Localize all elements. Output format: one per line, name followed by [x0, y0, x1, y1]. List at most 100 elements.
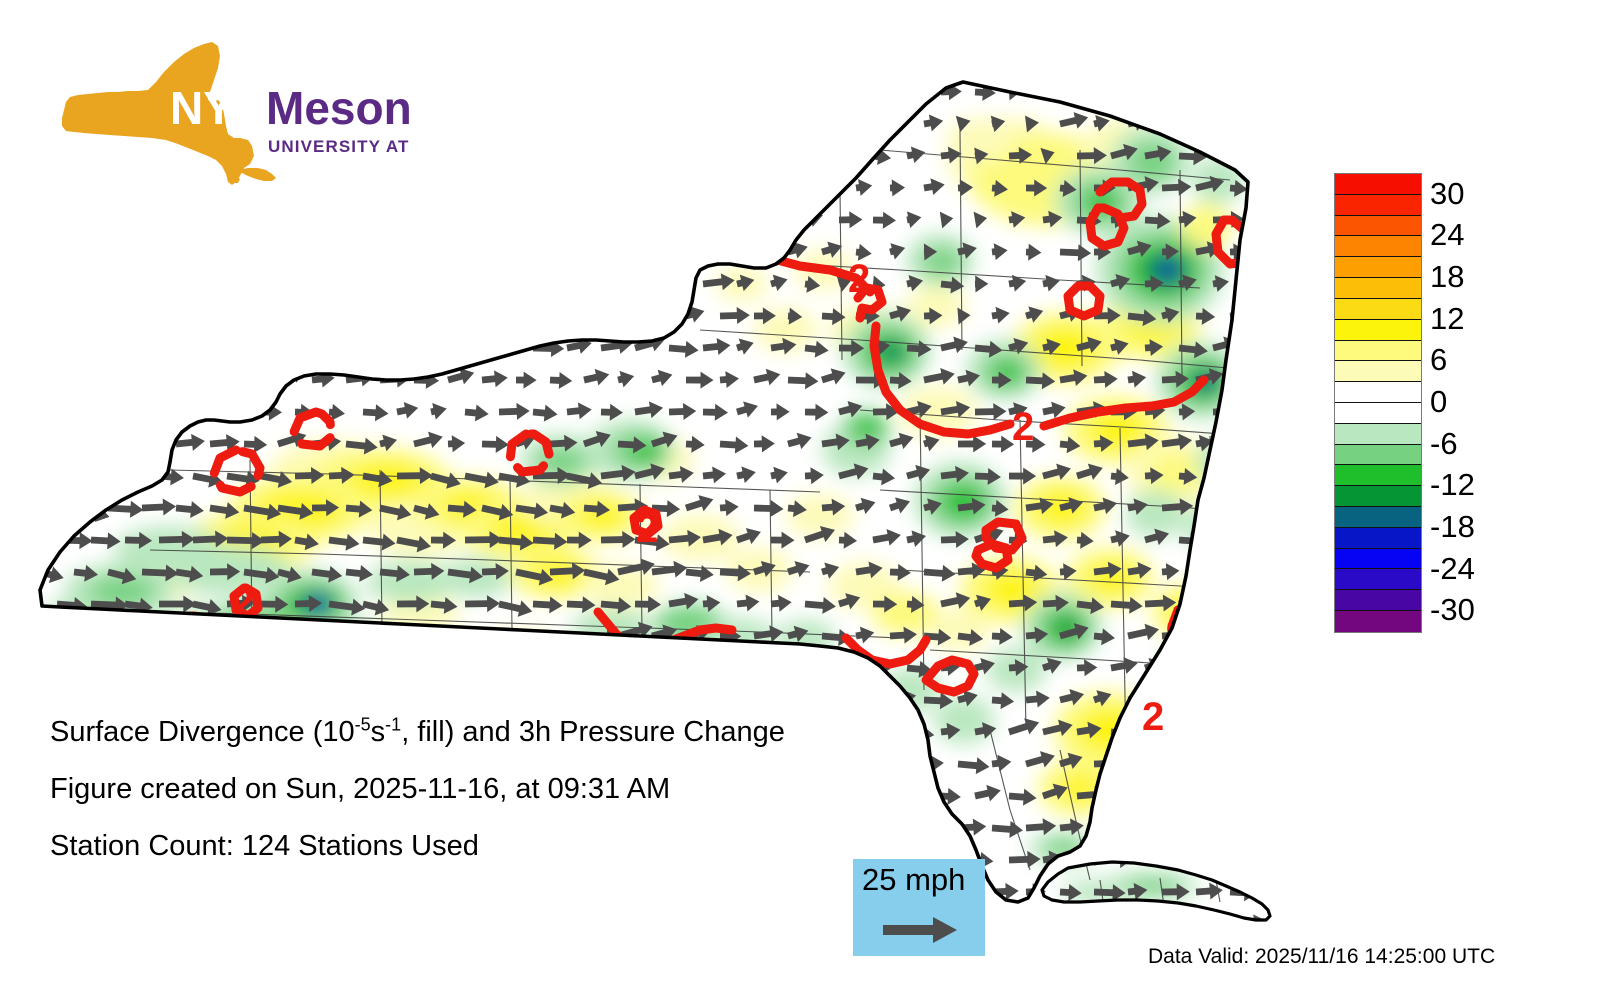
wind-arrow-icon	[191, 400, 215, 418]
wind-arrow-icon	[430, 662, 463, 680]
wind-arrow-icon	[260, 916, 293, 920]
wind-arrow-icon	[583, 368, 610, 386]
colorbar-tick: 30	[1430, 175, 1465, 211]
wind-arrow-icon	[141, 627, 172, 645]
wind-arrow-icon	[379, 112, 405, 130]
wind-arrow-icon	[600, 913, 631, 920]
wind-arrow-icon	[957, 497, 986, 515]
wind-arrow-icon	[243, 243, 261, 261]
wind-arrow-icon	[736, 211, 754, 229]
wind-arrow-icon	[1212, 467, 1231, 485]
wind-arrow-icon	[40, 180, 68, 198]
wind-arrow-icon	[243, 372, 266, 390]
wind-arrow-icon	[1093, 370, 1118, 388]
wind-arrow-icon	[379, 305, 401, 322]
wind-arrow-icon	[1280, 212, 1300, 230]
wind-arrow-icon	[430, 915, 451, 920]
wind-arrow-icon	[684, 495, 714, 512]
wind-arrow-icon	[1178, 274, 1197, 291]
caption-title-line: Surface Divergence (10-5s-1, fill) and 3…	[50, 715, 950, 748]
wind-arrow-icon	[685, 116, 705, 134]
wind-arrow-icon	[1161, 819, 1183, 837]
wind-arrow-icon	[277, 174, 308, 192]
wind-arrow-icon	[1059, 112, 1089, 129]
wind-arrow-icon	[1042, 401, 1066, 419]
wind-arrow-icon	[1263, 498, 1270, 516]
colorbar-band	[1335, 486, 1421, 507]
wind-arrow-icon	[1195, 691, 1215, 709]
caption-title-suffix: , fill) and 3h Pressure Change	[401, 716, 785, 748]
wind-arrow-icon	[1178, 82, 1201, 99]
wind-arrow-icon	[498, 212, 521, 230]
wind-arrow-icon	[838, 211, 863, 229]
wind-arrow-icon	[786, 561, 810, 578]
wind-arrow-icon	[855, 179, 873, 196]
wind-arrow-icon	[923, 434, 940, 452]
colorbar-band	[1335, 194, 1421, 216]
wind-arrow-icon	[1110, 82, 1140, 98]
colorbar-band	[1335, 423, 1421, 445]
wind-arrow-icon	[158, 468, 184, 486]
wind-arrow-icon	[1144, 145, 1172, 162]
wind-arrow-icon	[889, 626, 918, 644]
wind-arrow-icon	[1110, 273, 1131, 291]
wind-arrow-icon	[192, 530, 229, 548]
wind-arrow-icon	[821, 241, 843, 258]
wind-arrow-icon	[90, 915, 118, 920]
wind-arrow-icon	[889, 432, 914, 450]
wind-arrow-icon	[464, 595, 501, 613]
wind-arrow-icon	[923, 498, 942, 515]
wind-arrow-icon	[974, 657, 995, 675]
wind-arrow-icon	[940, 146, 962, 164]
wind-arrow-icon	[532, 145, 560, 162]
wind-arrow-icon	[226, 532, 265, 550]
wind-arrow-icon	[566, 914, 597, 920]
wind-arrow-icon	[532, 913, 565, 920]
wind-arrow-icon	[55, 401, 76, 419]
wind-arrow-icon	[1127, 623, 1160, 641]
wind-arrow-icon	[634, 595, 662, 613]
wind-arrow-icon	[1161, 370, 1189, 388]
wind-arrow-icon	[957, 369, 981, 387]
wind-arrow-icon	[225, 143, 253, 160]
wind-arrow-icon	[651, 500, 681, 518]
wind-arrow-icon	[872, 84, 895, 101]
wind-arrow-icon	[1127, 755, 1149, 773]
wind-arrow-icon	[566, 271, 598, 289]
wind-arrow-icon	[855, 497, 876, 515]
wind-arrow-icon	[888, 497, 911, 514]
wind-arrow-icon	[736, 466, 756, 484]
wind-arrow-icon	[906, 82, 929, 100]
colorbar-tick: -30	[1430, 592, 1475, 628]
wind-arrow-icon	[107, 500, 144, 518]
wind-arrow-icon	[1228, 113, 1252, 130]
wind-arrow-icon	[736, 913, 765, 920]
wind-arrow-icon	[651, 560, 688, 578]
wind-arrow-icon	[583, 568, 620, 586]
wind-arrow-icon	[1008, 850, 1041, 868]
wind-arrow-icon	[1212, 592, 1240, 610]
wind-arrow-icon	[107, 628, 143, 646]
wind-arrow-icon	[123, 270, 155, 288]
wind-arrow-icon	[566, 472, 603, 489]
wind-arrow-icon	[1076, 659, 1098, 677]
wind-arrow-icon	[906, 530, 926, 547]
wind-arrow-icon	[362, 915, 394, 920]
wind-arrow-icon	[991, 820, 1023, 838]
wind-arrow-icon	[396, 83, 417, 101]
wind-arrow-icon	[413, 176, 444, 194]
wind-arrow-icon	[1263, 367, 1270, 385]
wind-arrow-icon	[1127, 820, 1158, 838]
wind-arrow-icon	[413, 562, 445, 580]
logo-state-shape	[62, 42, 276, 185]
wind-arrow-icon	[430, 531, 457, 549]
wind-arrow-icon	[209, 502, 240, 519]
wind-arrow-icon	[1059, 818, 1084, 836]
colorbar-band	[1335, 465, 1421, 487]
wind-arrow-icon	[940, 400, 971, 418]
wind-arrow-icon	[651, 113, 681, 131]
wind-arrow-icon	[243, 566, 280, 584]
wind-arrow-icon	[209, 563, 241, 581]
colorbar-tick: -6	[1430, 425, 1458, 461]
wind-arrow-icon	[804, 340, 829, 358]
